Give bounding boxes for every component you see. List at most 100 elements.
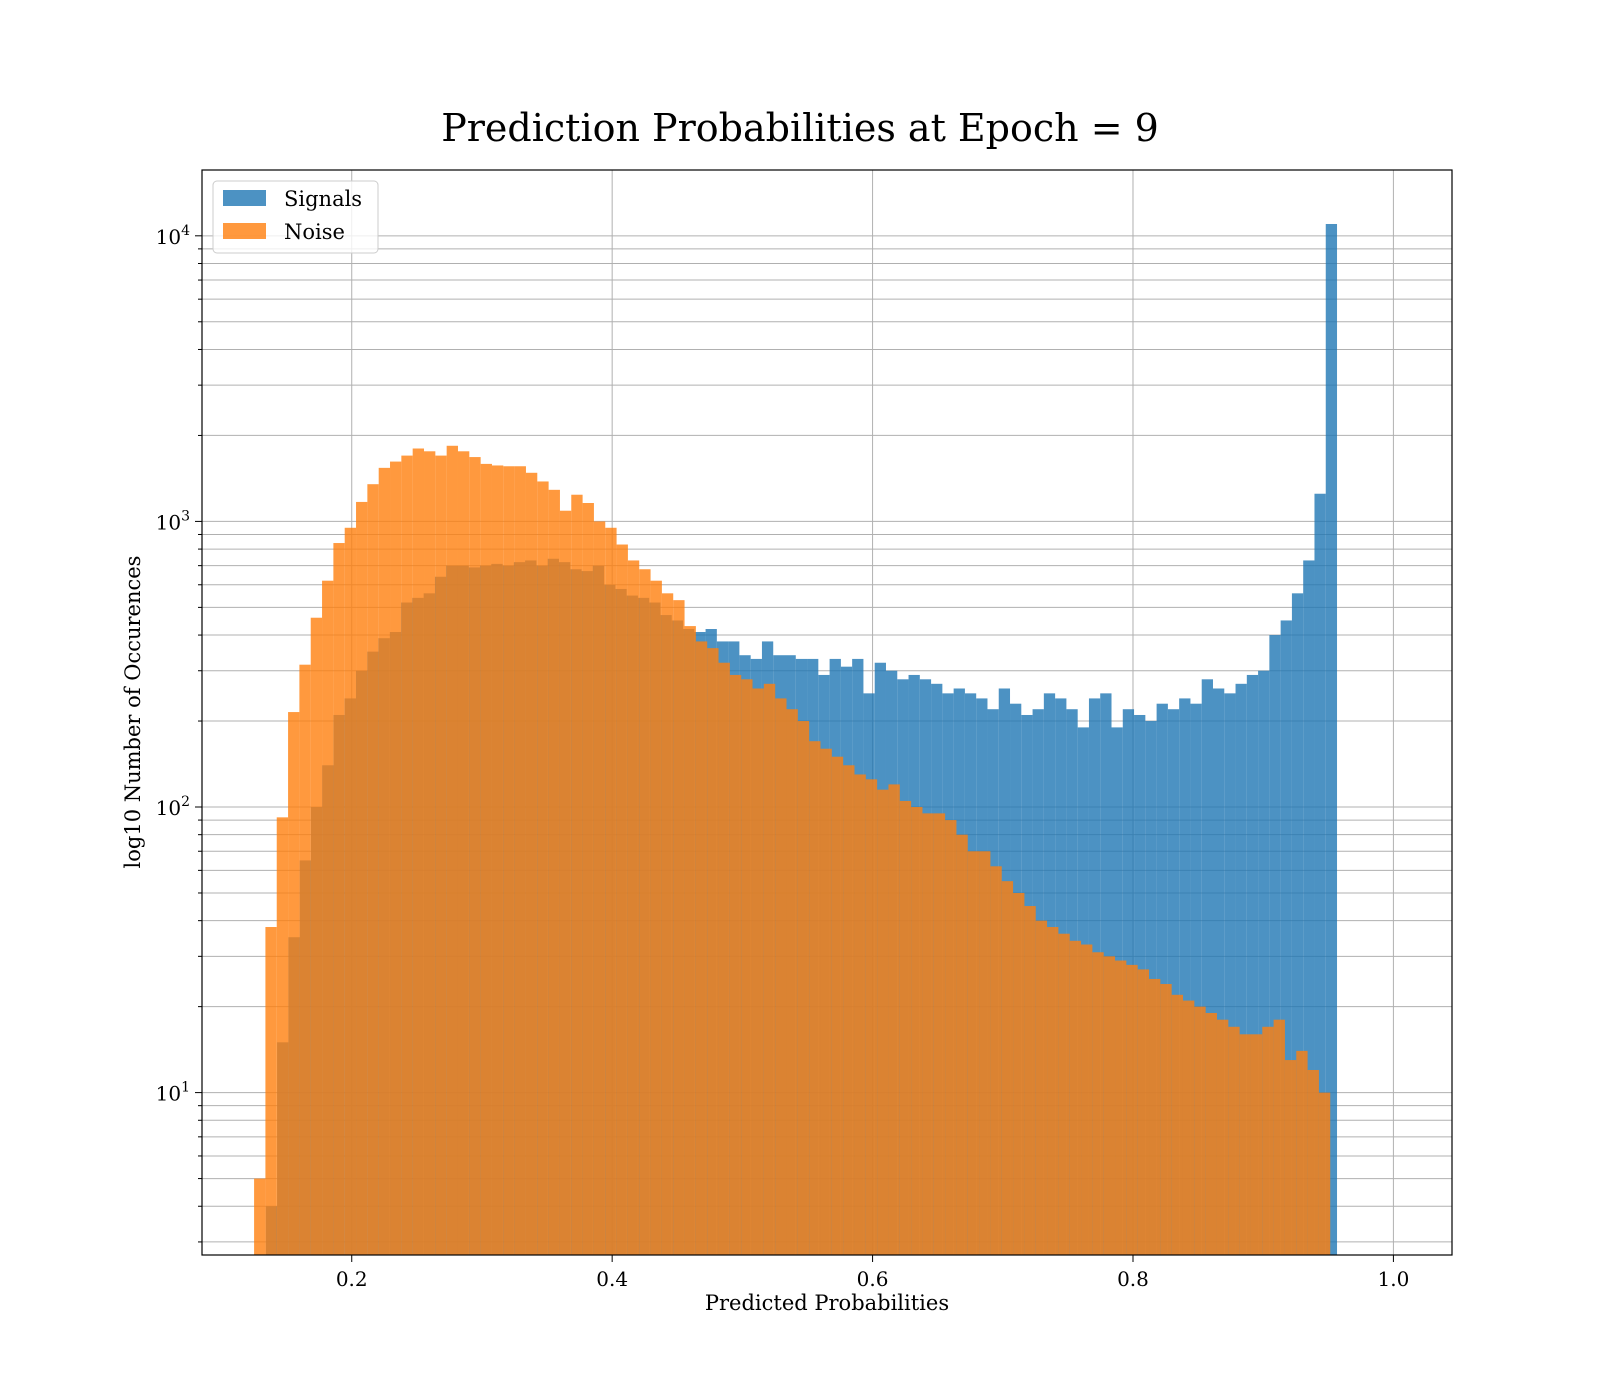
noise-bar [1160,984,1172,1255]
signals-bar [1224,693,1236,1255]
noise-bar [661,593,674,1255]
noise-bar [1194,1006,1206,1255]
noise-bar [911,807,923,1255]
noise-bar [254,1178,266,1255]
noise-bar [457,451,470,1255]
noise-bar [276,817,289,1255]
signals-bar [1179,698,1191,1255]
noise-bar [1058,933,1070,1255]
signals-bar [1291,593,1304,1255]
noise-bar [1239,1034,1251,1255]
noise-bar [786,709,798,1255]
noise-bar [1081,944,1093,1255]
noise-bar [288,712,300,1255]
noise-bar [1137,969,1150,1255]
chart-title: Prediction Probabilities at Epoch = 9 [441,106,1159,150]
noise-bar [888,784,900,1255]
noise-bar [356,501,368,1255]
noise-bar [1273,1019,1285,1255]
noise-bar [1296,1050,1308,1255]
noise-bar [1047,927,1059,1255]
noise-bar [639,569,651,1255]
y-tick-label: 102 [156,794,190,820]
series-noise [254,445,1331,1256]
noise-bar [843,765,855,1255]
noise-bar [752,688,764,1255]
noise-bar [1318,1092,1331,1255]
noise-bar [1001,881,1014,1255]
x-axis-ticks: 0.2 0.4 0.6 0.8 1.0 [336,1255,1409,1291]
signals-bar [1258,670,1270,1255]
plot-frame [201,169,1453,1256]
noise-bar [1126,964,1138,1255]
x-tick-label: 0.6 [857,1267,889,1291]
signals-bar [1235,683,1247,1255]
signals-bar [1325,223,1338,1255]
noise-bar [616,544,628,1255]
noise-bar [1069,940,1082,1255]
signals-bar [1269,635,1281,1255]
noise-bar [537,481,549,1255]
noise-bar [446,445,458,1255]
signals-bar [1167,709,1180,1255]
x-tick-label: 0.2 [336,1267,368,1291]
noise-bar [367,484,379,1255]
x-axis-label: Predicted Probabilities [705,1291,949,1315]
noise-bar [979,851,991,1255]
noise-bar [469,457,481,1255]
noise-bar [401,455,413,1255]
noise-bar [990,866,1002,1255]
noise-bar [684,626,696,1255]
noise-bar [1216,1019,1229,1255]
noise-bar [299,664,311,1255]
histogram-bars [254,223,1338,1256]
signals-bar [1303,560,1315,1255]
noise-bar [775,698,787,1255]
y-tick-label: 104 [156,223,190,249]
noise-bar [491,465,504,1255]
noise-bar [945,820,957,1255]
noise-bar [1228,1026,1240,1255]
signals-bar [1201,679,1213,1255]
noise-bar [525,472,538,1255]
legend-swatch-noise [223,223,266,239]
noise-bar [435,455,447,1255]
x-tick-label: 0.4 [596,1267,628,1291]
signals-bar [1156,703,1168,1255]
noise-bar [809,741,821,1255]
noise-bar [548,489,560,1255]
noise-bar [820,748,832,1255]
noise-bar [695,641,708,1255]
noise-bar [480,463,492,1256]
noise-bar [1035,920,1048,1255]
signals-bar [1190,703,1202,1255]
noise-bar [865,779,878,1255]
noise-bar [1307,1069,1319,1255]
noise-bar [899,800,912,1255]
noise-bar [854,774,866,1255]
noise-bar [673,600,685,1255]
noise-bar [322,580,334,1255]
x-tick-label: 0.8 [1117,1267,1149,1291]
noise-bar [1250,1034,1263,1255]
noise-bar [967,851,980,1255]
y-tick-label: 101 [156,1080,190,1106]
noise-bar [265,927,277,1255]
noise-bar [1284,1060,1297,1255]
noise-bar [763,683,776,1255]
signals-bar [1246,674,1259,1255]
noise-bar [627,560,640,1255]
signals-bar [1280,620,1292,1255]
noise-bar [1182,1000,1195,1255]
noise-bar [933,813,946,1255]
noise-bar [956,834,968,1255]
noise-bar [344,527,357,1255]
noise-bar [390,461,402,1255]
noise-bar [593,521,606,1255]
x-tick-label: 1.0 [1378,1267,1410,1291]
signals-bar [1314,493,1326,1255]
noise-bar [1103,956,1116,1255]
noise-bar [1013,892,1025,1255]
legend-label-noise: Noise [284,220,345,244]
noise-bar [877,789,889,1255]
